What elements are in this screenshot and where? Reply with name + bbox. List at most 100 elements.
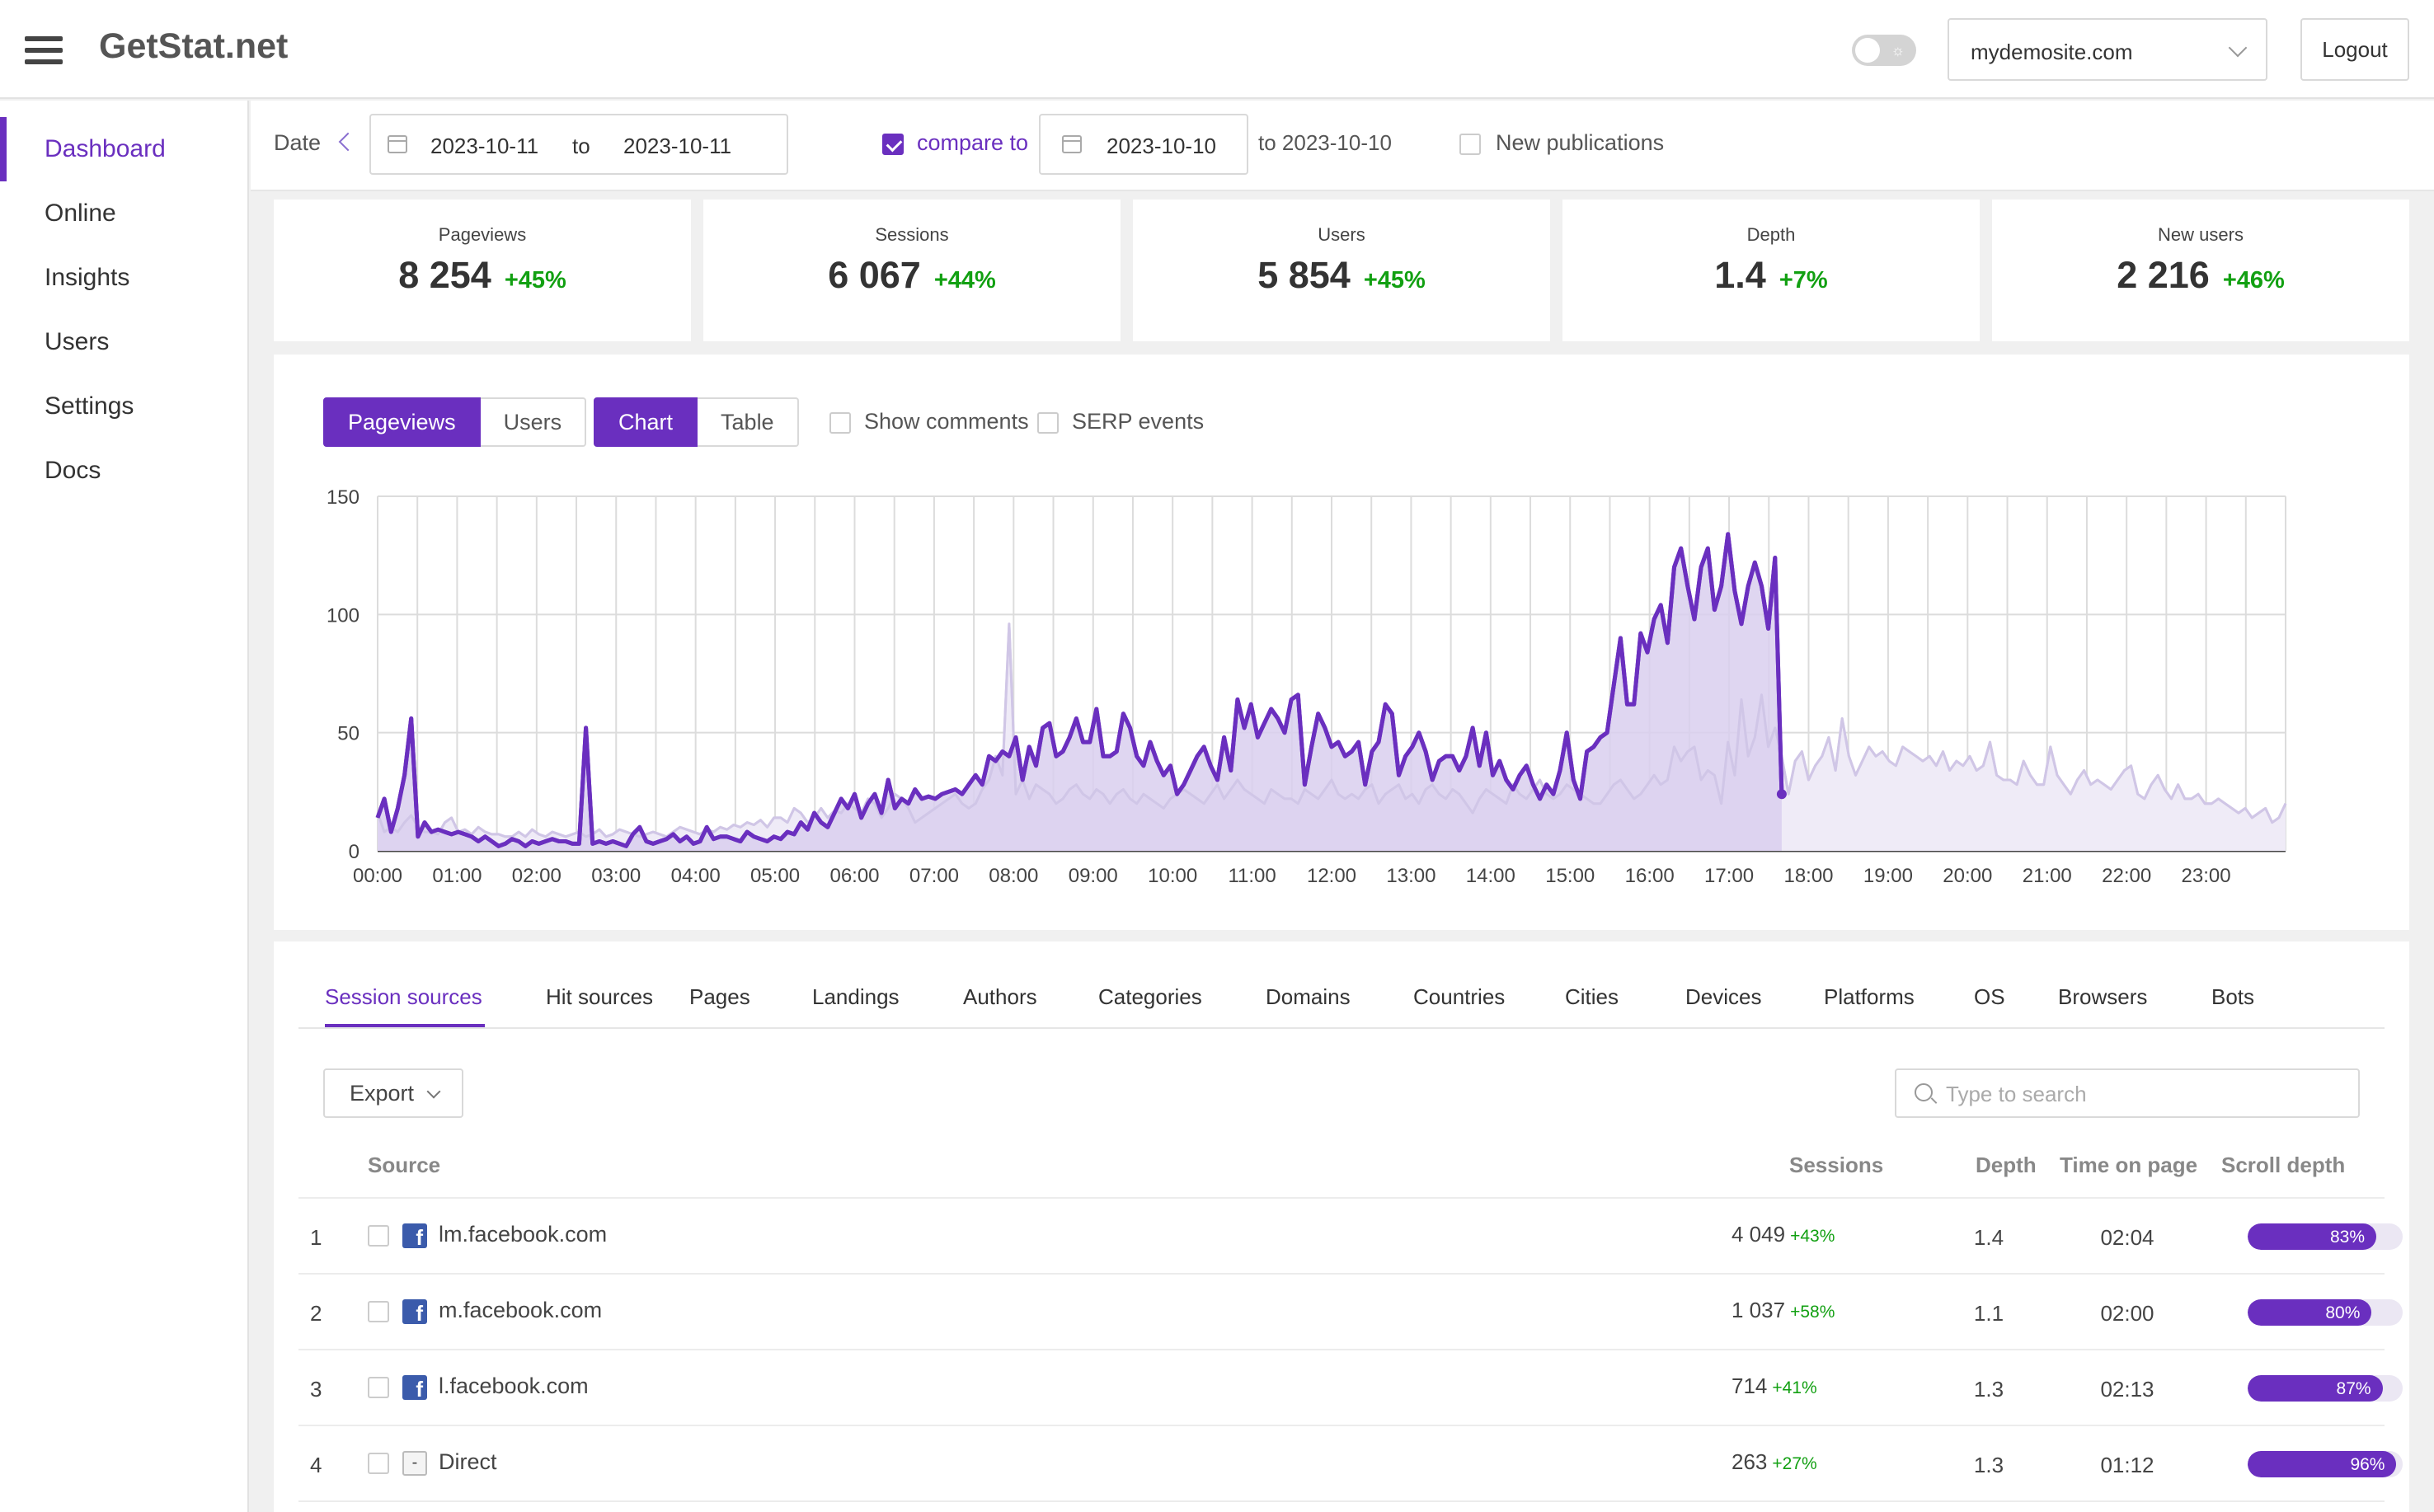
x-tick-label: 14:00: [1466, 865, 1515, 887]
menu-icon[interactable]: [25, 36, 63, 64]
tab-platforms[interactable]: Platforms: [1824, 984, 1915, 1009]
calendar-icon: [1062, 135, 1082, 153]
show-comments-label[interactable]: Show comments: [864, 409, 1029, 434]
chart-view-button[interactable]: Chart: [594, 397, 698, 447]
x-tick-label: 07:00: [909, 865, 959, 887]
row-checkbox[interactable]: [368, 1301, 389, 1322]
report-tabs: Session sources Hit sources Pages Landin…: [298, 941, 2385, 1029]
x-tick-label: 08:00: [989, 865, 1038, 887]
row-source[interactable]: lm.facebook.com: [439, 1222, 608, 1247]
row-sessions: 263 +27%: [1732, 1449, 1817, 1475]
kpi-change: +44%: [933, 267, 996, 293]
scroll-depth-bar: 80%: [2248, 1299, 2403, 1326]
sessions-value: 1 037: [1732, 1298, 1786, 1322]
row-checkbox[interactable]: [368, 1453, 389, 1474]
tab-countries[interactable]: Countries: [1413, 984, 1506, 1009]
table-row[interactable]: 1 f lm.facebook.com 4 049 +43% 1.4 02:04 …: [298, 1199, 2403, 1275]
tab-session-sources[interactable]: Session sources: [325, 984, 482, 1009]
calendar-icon: [388, 135, 407, 153]
row-source[interactable]: Direct: [439, 1449, 497, 1474]
facebook-icon: f: [402, 1375, 427, 1400]
sidebar-item-users[interactable]: Users: [45, 328, 110, 355]
serp-events-label[interactable]: SERP events: [1072, 409, 1205, 434]
tab-authors[interactable]: Authors: [963, 984, 1037, 1009]
scroll-depth-fill: 83%: [2248, 1223, 2377, 1250]
compare-checkbox[interactable]: [882, 134, 904, 155]
col-scroll-depth[interactable]: Scroll depth: [2221, 1153, 2346, 1177]
col-sessions[interactable]: Sessions: [1789, 1153, 1884, 1177]
show-comments-checkbox[interactable]: [829, 412, 851, 434]
row-sessions: 714 +41%: [1732, 1373, 1817, 1399]
row-source[interactable]: l.facebook.com: [439, 1373, 589, 1398]
chevron-down-icon: [426, 1084, 441, 1099]
sidebar-item-online[interactable]: Online: [45, 200, 116, 227]
table-view-button[interactable]: Table: [698, 397, 799, 447]
sidebar-item-settings[interactable]: Settings: [45, 392, 134, 420]
new-publications-checkbox[interactable]: [1459, 134, 1481, 155]
compare-date-picker[interactable]: 2023-10-10: [1039, 114, 1248, 175]
row-checkbox[interactable]: [368, 1377, 389, 1398]
logout-button[interactable]: Logout: [2300, 18, 2409, 81]
x-tick-label: 17:00: [1704, 865, 1754, 887]
sidebar: Dashboard Online Insights Users Settings…: [0, 101, 249, 1512]
tab-bots[interactable]: Bots: [2211, 984, 2255, 1009]
tab-hit-sources[interactable]: Hit sources: [546, 984, 654, 1009]
serp-events-checkbox[interactable]: [1037, 412, 1059, 434]
table-row[interactable]: 4 - Direct 263 +27% 1.3 01:12 96%: [298, 1426, 2403, 1502]
row-time-on-page: 02:13: [2100, 1377, 2154, 1402]
sidebar-item-docs[interactable]: Docs: [45, 457, 101, 484]
prev-date-icon[interactable]: [338, 132, 358, 152]
app-logo[interactable]: GetStat.net: [99, 26, 289, 66]
col-source[interactable]: Source: [368, 1153, 441, 1177]
tab-pages[interactable]: Pages: [689, 984, 750, 1009]
chart-panel: Pageviews Users Chart Table Show comment…: [274, 355, 2409, 930]
kpi-depth: Depth 1.4 +7%: [1562, 200, 1980, 341]
tab-cities[interactable]: Cities: [1565, 984, 1619, 1009]
row-index: 3: [310, 1377, 322, 1402]
col-depth[interactable]: Depth: [1976, 1153, 2037, 1177]
row-source[interactable]: m.facebook.com: [439, 1298, 603, 1322]
kpi-value: 8 254: [398, 254, 491, 296]
sidebar-item-dashboard[interactable]: Dashboard: [0, 117, 247, 181]
search-box[interactable]: [1895, 1068, 2360, 1118]
sessions-value: 263: [1732, 1449, 1768, 1474]
row-checkbox[interactable]: [368, 1225, 389, 1247]
x-tick-label: 23:00: [2182, 865, 2231, 887]
search-input[interactable]: [1946, 1078, 2342, 1110]
facebook-icon: f: [402, 1223, 427, 1248]
tab-landings[interactable]: Landings: [812, 984, 900, 1009]
compare-label[interactable]: compare to: [917, 130, 1029, 155]
table-row[interactable]: 3 f l.facebook.com 714 +41% 1.3 02:13 87%: [298, 1350, 2403, 1426]
site-select-value: mydemosite.com: [1971, 40, 2133, 64]
x-tick-label: 05:00: [750, 865, 800, 887]
export-button[interactable]: Export: [323, 1068, 463, 1118]
kpi-label: Depth: [1746, 224, 1796, 245]
metric-toggle: Pageviews Users: [323, 397, 587, 447]
x-tick-label: 15:00: [1545, 865, 1595, 887]
tab-browsers[interactable]: Browsers: [2058, 984, 2148, 1009]
sidebar-item-insights[interactable]: Insights: [45, 264, 130, 291]
tab-os[interactable]: OS: [1974, 984, 2005, 1009]
row-time-on-page: 01:12: [2100, 1453, 2154, 1477]
row-time-on-page: 02:00: [2100, 1301, 2154, 1326]
users-button[interactable]: Users: [480, 397, 587, 447]
new-publications-label[interactable]: New publications: [1496, 130, 1665, 155]
row-index: 2: [310, 1301, 322, 1326]
kpi-pageviews: Pageviews 8 254 +45%: [274, 200, 691, 341]
date-range-picker[interactable]: 2023-10-11 to 2023-10-11: [369, 114, 788, 175]
top-header: GetStat.net ☼ mydemosite.com Logout: [0, 0, 2434, 99]
kpi-change: +45%: [1363, 267, 1426, 293]
col-time-on-page[interactable]: Time on page: [2060, 1153, 2198, 1177]
export-label: Export: [350, 1080, 415, 1106]
scroll-depth-label: 83%: [2330, 1228, 2366, 1247]
theme-toggle[interactable]: ☼: [1852, 35, 1916, 66]
table-row[interactable]: 2 f m.facebook.com 1 037 +58% 1.1 02:00 8…: [298, 1275, 2403, 1350]
pageviews-button[interactable]: Pageviews: [323, 397, 481, 447]
x-tick-label: 06:00: [829, 865, 879, 887]
pageviews-chart[interactable]: 0 50 100 150 00:00 01:00 02:00 03:00 04:00 05:00 0…: [274, 462, 2409, 923]
site-select[interactable]: mydemosite.com: [1948, 18, 2267, 81]
tab-devices[interactable]: Devices: [1685, 984, 1762, 1009]
tab-categories[interactable]: Categories: [1098, 984, 1202, 1009]
tab-domains[interactable]: Domains: [1266, 984, 1351, 1009]
kpi-users: Users 5 854 +45%: [1133, 200, 1550, 341]
